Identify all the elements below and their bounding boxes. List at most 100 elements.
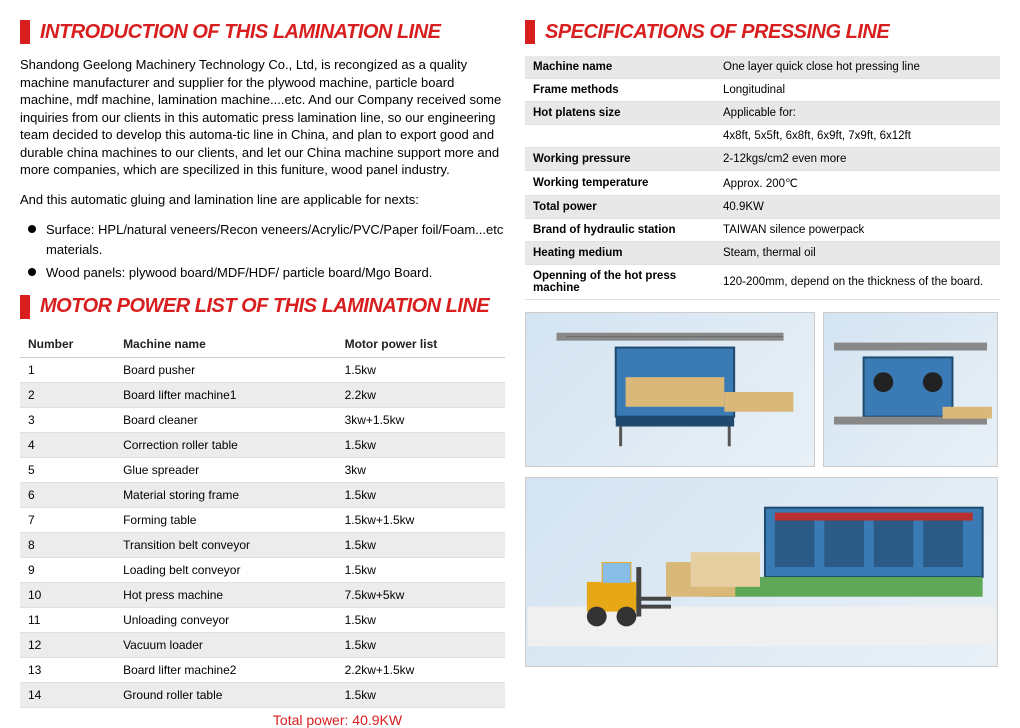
table-row: 14Ground roller table1.5kw bbox=[20, 682, 505, 707]
table-row: 2Board lifter machine12.2kw bbox=[20, 382, 505, 407]
table-row: Total power40.9KW bbox=[525, 196, 1000, 219]
image-row-top bbox=[525, 312, 1000, 467]
spec-value: Longitudinal bbox=[715, 79, 1000, 102]
intro-header: INTRODUCTION OF THIS LAMINATION LINE bbox=[20, 20, 505, 44]
table-cell: Vacuum loader bbox=[115, 632, 337, 657]
table-cell: 1.5kw+1.5kw bbox=[337, 507, 505, 532]
table-row: Openning of the hot press machine120-200… bbox=[525, 265, 1000, 300]
spec-key: Hot platens size bbox=[525, 102, 715, 125]
spec-value: 40.9KW bbox=[715, 196, 1000, 219]
table-cell: 1.5kw bbox=[337, 607, 505, 632]
table-cell: 7.5kw+5kw bbox=[337, 582, 505, 607]
table-cell: 2.2kw+1.5kw bbox=[337, 657, 505, 682]
spec-key: Working pressure bbox=[525, 148, 715, 171]
table-cell: Board lifter machine2 bbox=[115, 657, 337, 682]
table-row: 7Forming table1.5kw+1.5kw bbox=[20, 507, 505, 532]
table-cell: Board pusher bbox=[115, 357, 337, 382]
table-row: Hot platens sizeApplicable for: bbox=[525, 102, 1000, 125]
table-row: 5Glue spreader3kw bbox=[20, 457, 505, 482]
accent-bar bbox=[525, 20, 535, 44]
motor-title: MOTOR POWER LIST OF THIS LAMINATION LINE bbox=[40, 295, 489, 318]
table-cell: 10 bbox=[20, 582, 115, 607]
table-cell: 1.5kw bbox=[337, 432, 505, 457]
spec-value: TAIWAN silence powerpack bbox=[715, 219, 1000, 242]
spec-table: Machine nameOne layer quick close hot pr… bbox=[525, 56, 1000, 300]
table-row: Working temperatureApprox. 200℃ bbox=[525, 171, 1000, 196]
table-cell: 1.5kw bbox=[337, 532, 505, 557]
intro-paragraph-2: And this automatic gluing and lamination… bbox=[20, 191, 505, 209]
table-row: 9Loading belt conveyor1.5kw bbox=[20, 557, 505, 582]
table-row: 1Board pusher1.5kw bbox=[20, 357, 505, 382]
spec-value: 2-12kgs/cm2 even more bbox=[715, 148, 1000, 171]
intro-title: INTRODUCTION OF THIS LAMINATION LINE bbox=[40, 21, 441, 44]
accent-bar bbox=[20, 295, 30, 319]
table-cell: 3 bbox=[20, 407, 115, 432]
spec-value: One layer quick close hot pressing line bbox=[715, 56, 1000, 79]
table-cell: 12 bbox=[20, 632, 115, 657]
spec-value: 4x8ft, 5x5ft, 6x8ft, 6x9ft, 7x9ft, 6x12f… bbox=[715, 125, 1000, 148]
table-row: 4Correction roller table1.5kw bbox=[20, 432, 505, 457]
table-row: 6Material storing frame1.5kw bbox=[20, 482, 505, 507]
table-cell: Forming table bbox=[115, 507, 337, 532]
table-cell: 1.5kw bbox=[337, 557, 505, 582]
table-cell: 6 bbox=[20, 482, 115, 507]
table-cell: 11 bbox=[20, 607, 115, 632]
table-cell: 1.5kw bbox=[337, 632, 505, 657]
spec-key: Working temperature bbox=[525, 171, 715, 196]
spec-title: SPECIFICATIONS OF PRESSING LINE bbox=[545, 21, 889, 44]
table-cell: Loading belt conveyor bbox=[115, 557, 337, 582]
spec-key: Machine name bbox=[525, 56, 715, 79]
table-row: Frame methodsLongitudinal bbox=[525, 79, 1000, 102]
bullet-item: Wood panels: plywood board/MDF/HDF/ part… bbox=[28, 263, 505, 283]
table-cell: Hot press machine bbox=[115, 582, 337, 607]
total-power: Total power: 40.9KW bbox=[20, 712, 505, 728]
spec-key bbox=[525, 125, 715, 148]
spec-value: 120-200mm, depend on the thickness of th… bbox=[715, 265, 1000, 300]
table-cell: Board lifter machine1 bbox=[115, 382, 337, 407]
table-cell: Glue spreader bbox=[115, 457, 337, 482]
table-cell: 3kw+1.5kw bbox=[337, 407, 505, 432]
table-cell: 1.5kw bbox=[337, 482, 505, 507]
table-row: Brand of hydraulic stationTAIWAN silence… bbox=[525, 219, 1000, 242]
table-cell: 3kw bbox=[337, 457, 505, 482]
table-row: Heating mediumSteam, thermal oil bbox=[525, 242, 1000, 265]
spec-value: Applicable for: bbox=[715, 102, 1000, 125]
table-row: Machine nameOne layer quick close hot pr… bbox=[525, 56, 1000, 79]
table-cell: Ground roller table bbox=[115, 682, 337, 707]
accent-bar bbox=[20, 20, 30, 44]
motor-table: Number Machine name Motor power list 1Bo… bbox=[20, 331, 505, 708]
table-cell: 8 bbox=[20, 532, 115, 557]
table-row: 13Board lifter machine22.2kw+1.5kw bbox=[20, 657, 505, 682]
col-machine: Machine name bbox=[115, 331, 337, 358]
table-cell: 9 bbox=[20, 557, 115, 582]
spec-key: Heating medium bbox=[525, 242, 715, 265]
col-power: Motor power list bbox=[337, 331, 505, 358]
table-cell: Transition belt conveyor bbox=[115, 532, 337, 557]
spec-header: SPECIFICATIONS OF PRESSING LINE bbox=[525, 20, 1000, 44]
bullet-list: Surface: HPL/natural veneers/Recon venee… bbox=[20, 220, 505, 283]
table-cell: Unloading conveyor bbox=[115, 607, 337, 632]
machine-render-line bbox=[525, 477, 998, 667]
intro-paragraph-1: Shandong Geelong Machinery Technology Co… bbox=[20, 56, 505, 179]
table-cell: Correction roller table bbox=[115, 432, 337, 457]
machine-render-1 bbox=[525, 312, 815, 467]
table-row: Working pressure2-12kgs/cm2 even more bbox=[525, 148, 1000, 171]
table-cell: 5 bbox=[20, 457, 115, 482]
table-cell: 2.2kw bbox=[337, 382, 505, 407]
bullet-item: Surface: HPL/natural veneers/Recon venee… bbox=[28, 220, 505, 259]
table-cell: Material storing frame bbox=[115, 482, 337, 507]
table-cell: 1 bbox=[20, 357, 115, 382]
table-cell: 1.5kw bbox=[337, 682, 505, 707]
col-number: Number bbox=[20, 331, 115, 358]
spec-value: Approx. 200℃ bbox=[715, 171, 1000, 196]
table-cell: 7 bbox=[20, 507, 115, 532]
machine-render-2 bbox=[823, 312, 998, 467]
table-cell: 13 bbox=[20, 657, 115, 682]
table-cell: 2 bbox=[20, 382, 115, 407]
spec-key: Total power bbox=[525, 196, 715, 219]
motor-header: MOTOR POWER LIST OF THIS LAMINATION LINE bbox=[20, 295, 505, 319]
table-row: 12Vacuum loader1.5kw bbox=[20, 632, 505, 657]
spec-value: Steam, thermal oil bbox=[715, 242, 1000, 265]
table-row: 10Hot press machine7.5kw+5kw bbox=[20, 582, 505, 607]
table-row: 4x8ft, 5x5ft, 6x8ft, 6x9ft, 7x9ft, 6x12f… bbox=[525, 125, 1000, 148]
